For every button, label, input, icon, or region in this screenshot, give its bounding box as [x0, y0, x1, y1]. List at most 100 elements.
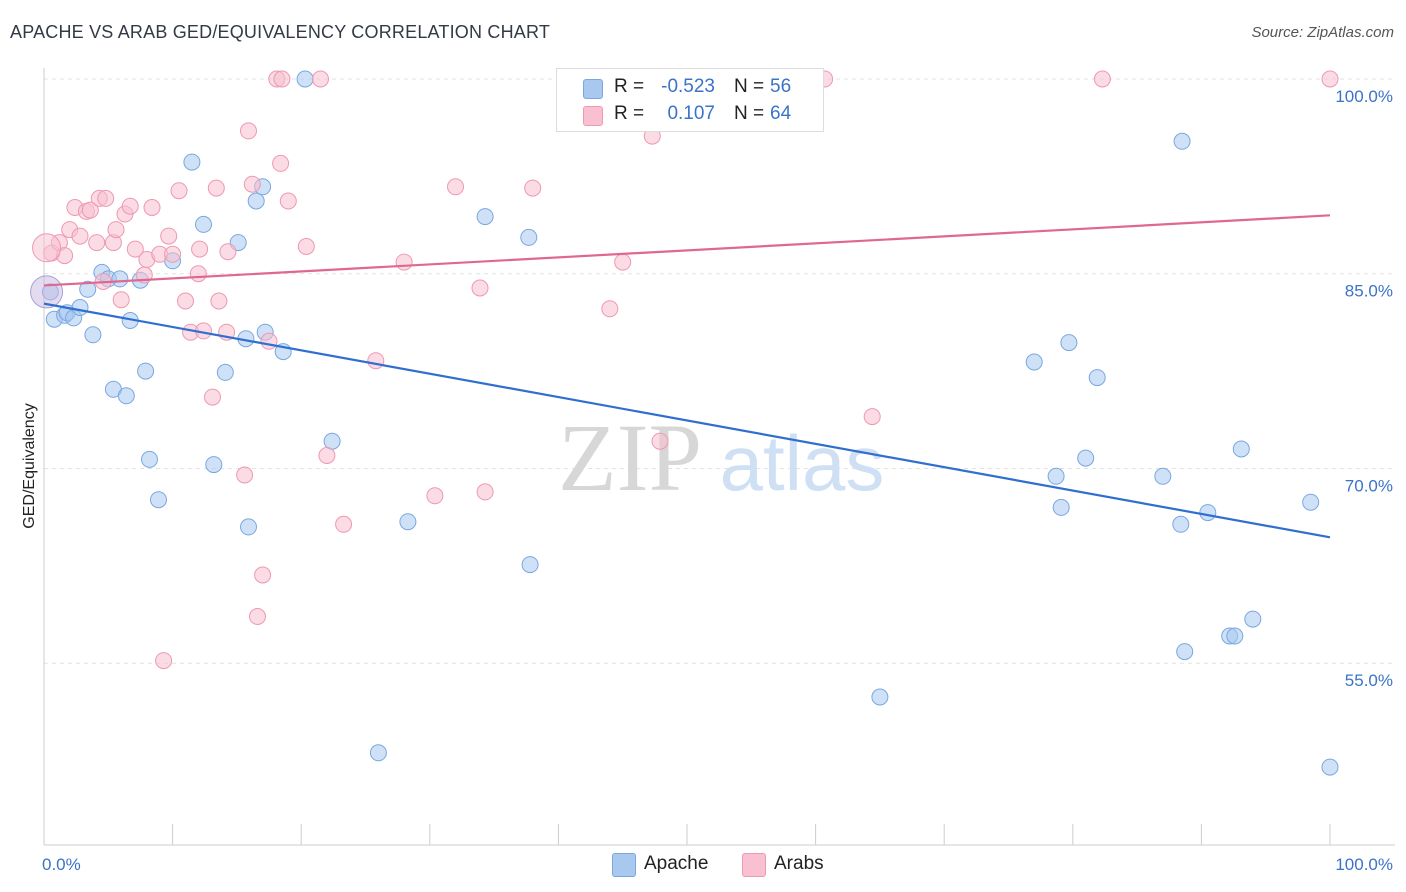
arabs-point — [476, 483, 494, 501]
arabs-point — [367, 352, 385, 370]
y-tick-label: 100.0% — [1335, 87, 1393, 106]
n-label: N = — [734, 76, 765, 97]
arabs-point — [219, 243, 237, 261]
arabs-point — [312, 70, 329, 88]
arabs-point — [524, 179, 542, 197]
y-tick-label: 70.0% — [1345, 476, 1393, 495]
n-label: N = — [734, 103, 765, 124]
chart-title: APACHE VS ARAB GED/EQUIVALENCY CORRELATI… — [10, 22, 551, 42]
arabs-point — [32, 233, 62, 263]
grid-lines — [44, 78, 1395, 664]
apache-point — [399, 513, 417, 531]
arabs-point — [204, 388, 221, 406]
arabs-point — [249, 608, 266, 625]
apache-point — [79, 280, 97, 298]
apache-point — [323, 432, 341, 450]
arabs-point — [243, 175, 261, 193]
apache-point — [1060, 334, 1078, 352]
arabs-point — [260, 332, 278, 350]
arabs-point — [189, 265, 207, 283]
apache-point — [1232, 440, 1250, 458]
watermark-atlas: atlas — [720, 419, 885, 507]
stat-row-arabs: R = 0.107 N = 64 — [557, 101, 823, 129]
arabs-swatch — [583, 106, 603, 126]
r-label: R = — [614, 76, 645, 97]
apache-point — [1047, 467, 1065, 485]
apache-point — [1176, 643, 1194, 661]
arabs-point — [335, 515, 353, 533]
arabs-point — [107, 221, 125, 239]
arabs-point — [207, 179, 225, 197]
arabs-point — [254, 566, 272, 584]
apache-point — [1321, 758, 1339, 776]
arabs-point — [164, 245, 182, 263]
apache-point — [247, 192, 265, 210]
trend-lines — [43, 214, 1331, 539]
apache-point — [871, 688, 889, 706]
arabs-point — [614, 253, 632, 271]
tick-labels: 55.0% 70.0% 85.0% 100.0% 0.0% 100.0% — [42, 87, 1393, 874]
apache-point — [369, 744, 387, 762]
x-tick-label: 0.0% — [42, 855, 81, 874]
apache-point — [520, 228, 538, 246]
apache-point — [1025, 353, 1043, 371]
apache-point — [521, 556, 539, 574]
r-value: -0.523 — [661, 76, 715, 97]
legend-swatch-apache — [612, 853, 636, 877]
arabs-point — [1321, 70, 1339, 88]
apache-point — [1244, 610, 1262, 628]
arabs-point — [426, 487, 444, 505]
apache-point — [150, 491, 167, 509]
apache-point — [117, 387, 135, 405]
apache-point — [1172, 515, 1190, 533]
apache-point — [1052, 498, 1070, 516]
arabs-point — [273, 70, 291, 88]
arabs-point — [236, 466, 254, 484]
apache-point — [476, 208, 494, 226]
axes — [43, 68, 1395, 846]
y-tick-label: 55.0% — [1345, 671, 1393, 690]
arabs-point — [81, 201, 99, 219]
apache-point — [1173, 132, 1191, 150]
r-value: 0.107 — [667, 103, 715, 124]
watermark: ZIP atlas — [558, 404, 884, 511]
correlation-stats-box: R = -0.523 N = 56 R = 0.107 N = 64 — [556, 68, 824, 132]
apache-point — [1302, 493, 1320, 511]
apache-point — [84, 326, 102, 344]
legend-label-arabs: Arabs — [774, 853, 824, 874]
arabs-point — [863, 408, 881, 426]
apache-point — [1199, 504, 1217, 522]
source-label: Source: ZipAtlas.com — [1251, 24, 1394, 41]
legend-label-apache: Apache — [644, 853, 709, 874]
apache-point — [240, 518, 257, 536]
apache-point — [71, 299, 89, 316]
apache-point — [137, 362, 155, 380]
apache-point — [216, 363, 234, 381]
data-points — [30, 70, 1339, 776]
apache-trend-line — [43, 302, 1331, 539]
apache-point — [141, 450, 158, 468]
apache-swatch — [583, 79, 603, 99]
apache-point — [296, 70, 314, 88]
apache-point — [111, 270, 129, 288]
arabs-point — [395, 253, 413, 271]
arabs-point — [126, 240, 144, 258]
x-tick-label: 100.0% — [1335, 855, 1393, 874]
watermark-zip: ZIP — [558, 404, 702, 511]
r-label: R = — [614, 103, 645, 124]
n-value: 56 — [770, 76, 792, 97]
arabs-point — [447, 178, 464, 196]
apache-point — [1154, 467, 1172, 485]
arabs-point — [160, 227, 178, 245]
apache-point — [195, 215, 212, 233]
arabs-point — [112, 291, 130, 309]
arabs-point — [651, 432, 669, 450]
apache-point — [1088, 369, 1106, 387]
arabs-point — [210, 292, 228, 310]
arabs-point — [170, 182, 188, 200]
arabs-trend-line — [43, 214, 1331, 287]
arabs-point — [240, 122, 257, 140]
apache-point — [1077, 449, 1095, 467]
arabs-point — [318, 447, 336, 464]
arabs-point — [601, 300, 619, 318]
